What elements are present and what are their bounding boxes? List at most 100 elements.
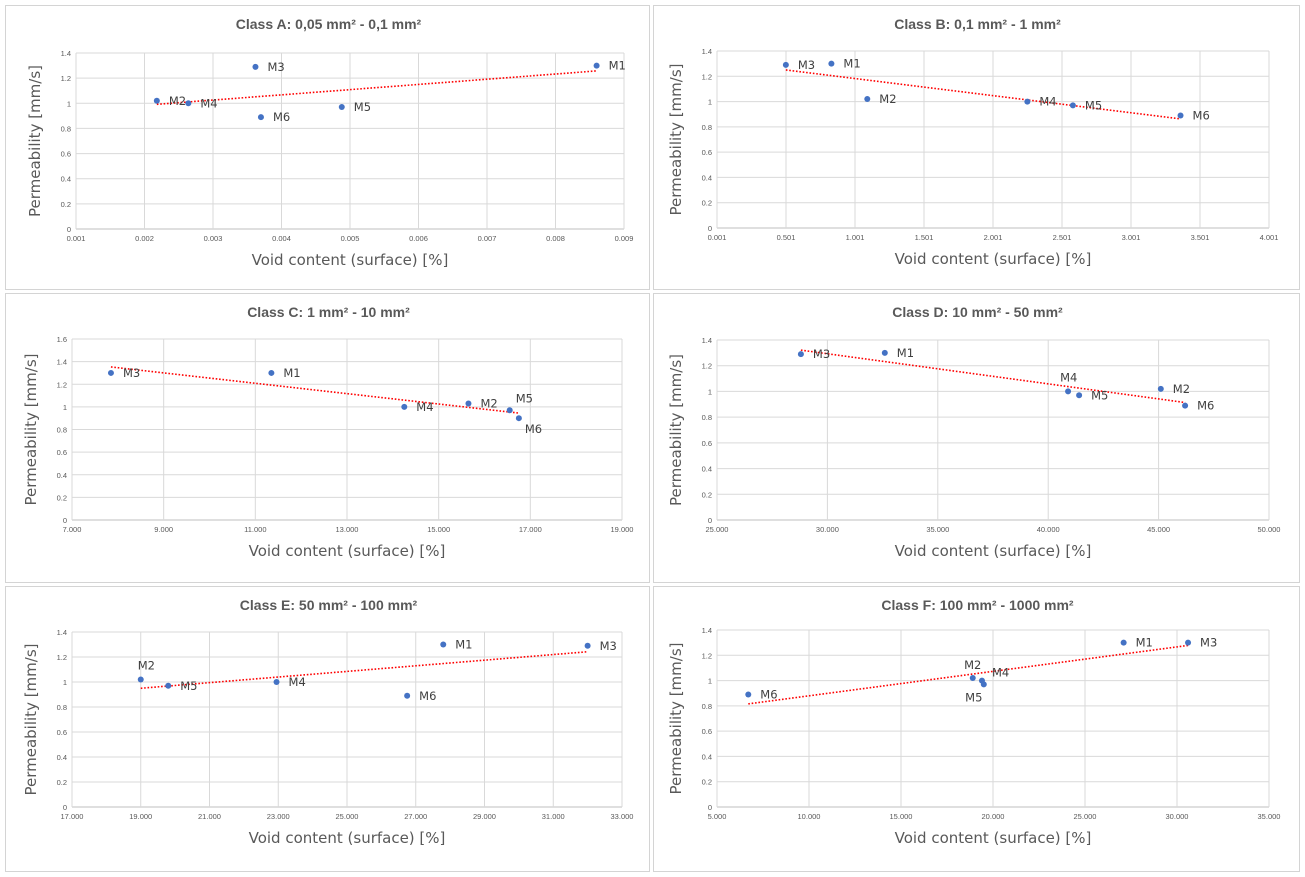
- data-label-m4: M4: [992, 666, 1009, 680]
- x-tick-label: 31.000: [542, 812, 565, 821]
- x-tick-label: 2.501: [1053, 233, 1072, 242]
- chart-panel-1: Class A: 0,05 mm² - 0,1 mm² 0 0.2 0.4 0.6 0.8…: [5, 5, 650, 290]
- data-label-m2: M2: [1173, 382, 1190, 396]
- data-point-m2: [1157, 385, 1164, 392]
- data-label-m1: M1: [1136, 636, 1153, 650]
- data-label-m5: M5: [180, 679, 197, 693]
- data-point-m2: [969, 675, 976, 682]
- y-axis-title: Permeability [mm/s]: [667, 642, 685, 794]
- y-axis-title: Permeability [mm/s]: [22, 643, 40, 795]
- data-label-m6: M6: [273, 110, 290, 124]
- x-tick-label: 0.004: [272, 234, 291, 243]
- x-tick-label: 0.009: [615, 234, 634, 243]
- chart-panel-2: Class B: 0,1 mm² - 1 mm² 0 0.2 0.4 0.6 0.8 1 1.…: [653, 5, 1300, 290]
- x-axis-title: Void content (surface) [%]: [895, 250, 1092, 268]
- data-label-m4: M4: [200, 96, 217, 110]
- y-tick-label: 0.8: [702, 123, 712, 132]
- data-point-m5: [1069, 102, 1076, 109]
- chart-title: Class A: 0,05 mm² - 0,1 mm²: [236, 16, 422, 32]
- y-tick-label: 0.2: [57, 778, 67, 787]
- chart-svg: Class E: 50 mm² - 100 mm² 0 0.2 0.4 0.6 0.8 1 1…: [22, 597, 633, 847]
- x-tick-label: 40.000: [1037, 525, 1060, 534]
- y-tick-label: 1: [708, 677, 712, 686]
- data-label-m5: M5: [1085, 98, 1102, 112]
- data-point-m2: [864, 96, 871, 103]
- data-point-m5: [165, 682, 172, 689]
- y-tick-label: 0.6: [702, 148, 712, 157]
- data-label-m1: M1: [609, 59, 626, 73]
- x-tick-label: 15.000: [890, 812, 913, 821]
- trendline: [156, 70, 597, 106]
- y-tick-label: 0: [63, 803, 67, 812]
- x-tick-label: 17.000: [61, 812, 84, 821]
- y-tick-label: 1.2: [702, 651, 712, 660]
- y-tick-label: 0: [708, 224, 712, 233]
- x-tick-label: 5.000: [708, 812, 727, 821]
- y-tick-label: 0: [708, 516, 712, 525]
- y-tick-label: 1: [708, 387, 712, 396]
- data-point-m6: [1177, 112, 1184, 119]
- chart-title: Class B: 0,1 mm² - 1 mm²: [894, 16, 1061, 32]
- data-point-m3: [584, 642, 591, 649]
- y-tick-label: 1.4: [61, 49, 71, 58]
- data-label-m3: M3: [123, 366, 140, 380]
- chart-svg: Class F: 100 mm² - 1000 mm² 0 0.2 0.4 0.6 0.8…: [667, 597, 1280, 847]
- data-label-m1: M1: [897, 346, 914, 360]
- data-label-m3: M3: [267, 60, 284, 74]
- y-tick-label: 0.4: [702, 752, 712, 761]
- y-tick-label: 0.4: [57, 753, 67, 762]
- y-tick-label: 1.2: [702, 362, 712, 371]
- data-point-m3: [782, 61, 789, 68]
- x-axis-title: Void content (surface) [%]: [249, 829, 446, 847]
- x-tick-label: 19.000: [129, 812, 152, 821]
- y-tick-label: 1.2: [702, 72, 712, 81]
- data-point-m1: [1120, 639, 1127, 646]
- data-point-m3: [107, 369, 114, 376]
- y-tick-label: 1.2: [61, 74, 71, 83]
- chart-panel-5: Class E: 50 mm² - 100 mm² 0 0.2 0.4 0.6 0.8 1 1…: [5, 586, 650, 872]
- x-tick-label: 30.000: [816, 525, 839, 534]
- chart-title: Class E: 50 mm² - 100 mm²: [240, 597, 418, 613]
- data-point-m6: [257, 114, 264, 121]
- y-tick-label: 0.6: [57, 448, 67, 457]
- trendline: [110, 366, 519, 414]
- chart-svg: Class A: 0,05 mm² - 0,1 mm² 0 0.2 0.4 0.6 0.8…: [26, 16, 634, 269]
- y-tick-label: 0.2: [702, 778, 712, 787]
- data-label-m1: M1: [283, 366, 300, 380]
- data-point-m3: [797, 351, 804, 358]
- y-tick-label: 0.6: [702, 727, 712, 736]
- x-tick-label: 23.000: [267, 812, 290, 821]
- data-point-m6: [745, 691, 752, 698]
- x-tick-label: 0.006: [409, 234, 428, 243]
- data-point-m1: [268, 369, 275, 376]
- trendline: [800, 349, 1186, 404]
- data-point-m4: [1065, 388, 1072, 395]
- x-tick-label: 1.001: [846, 233, 865, 242]
- y-tick-label: 1.2: [57, 380, 67, 389]
- x-axis-title: Void content (surface) [%]: [252, 251, 449, 269]
- data-label-m5: M5: [965, 690, 982, 704]
- y-tick-label: 1.4: [702, 626, 712, 635]
- data-point-m2: [137, 676, 144, 683]
- y-tick-label: 0.4: [57, 471, 67, 480]
- x-axis-title: Void content (surface) [%]: [249, 542, 446, 560]
- x-tick-label: 29.000: [473, 812, 496, 821]
- data-point-m5: [338, 104, 345, 111]
- y-tick-label: 0: [67, 225, 71, 234]
- y-tick-label: 0.8: [702, 702, 712, 711]
- x-tick-label: 50.000: [1258, 525, 1281, 534]
- y-axis-title: Permeability [mm/s]: [667, 63, 685, 215]
- data-label-m3: M3: [813, 347, 830, 361]
- y-tick-label: 1.2: [57, 653, 67, 662]
- data-label-m6: M6: [760, 687, 777, 701]
- chart-title: Class C: 1 mm² - 10 mm²: [247, 304, 410, 320]
- y-tick-label: 0.8: [57, 703, 67, 712]
- y-tick-label: 0.6: [702, 439, 712, 448]
- x-tick-label: 0.007: [478, 234, 497, 243]
- data-point-m5: [1076, 392, 1083, 399]
- data-point-m1: [828, 60, 835, 67]
- y-tick-label: 1.4: [702, 47, 712, 56]
- data-point-m4: [273, 679, 280, 685]
- x-tick-label: 11.000: [244, 525, 266, 534]
